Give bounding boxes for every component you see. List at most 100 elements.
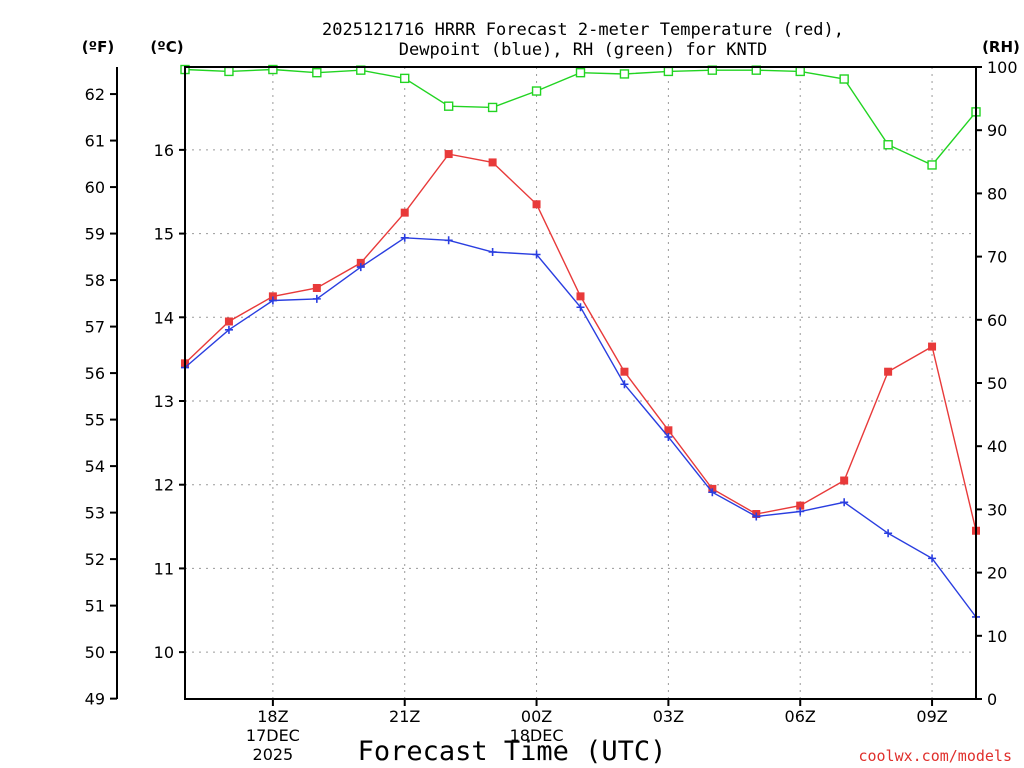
celsius-tick-label: 13	[154, 392, 174, 411]
x-tick-label: 00Z	[521, 707, 552, 726]
rh-tick-label: 100	[987, 58, 1018, 77]
x-tick-label: 06Z	[785, 707, 816, 726]
dewpoint-point	[532, 250, 541, 259]
x-tick-label: 03Z	[653, 707, 684, 726]
rh-point	[619, 69, 630, 79]
x-tick-label: 21Z	[389, 707, 420, 726]
rh-tick-label: 50	[987, 374, 1007, 393]
temperature-point	[268, 292, 277, 301]
celsius-tick-label: 14	[154, 308, 174, 327]
rh-tick-label: 60	[987, 311, 1007, 330]
fahrenheit-unit-label: (ºF)	[82, 38, 114, 56]
temperature-point	[796, 501, 805, 510]
fahrenheit-tick-label: 55	[85, 411, 105, 430]
dewpoint-point	[400, 233, 409, 242]
chart-title-line-1: 2025121716 HRRR Forecast 2-meter Tempera…	[322, 20, 844, 40]
rh-line	[184, 68, 977, 166]
temperature-point	[532, 200, 541, 209]
data-series	[180, 64, 981, 621]
fahrenheit-tick-label: 49	[85, 690, 105, 709]
temperature-point	[840, 476, 849, 485]
x-tick-label: 18Z	[257, 707, 288, 726]
fahrenheit-tick-label: 53	[85, 504, 105, 523]
temperature-point	[884, 367, 893, 376]
rh-tick-label: 0	[987, 690, 997, 709]
temperature-point	[444, 150, 453, 159]
rh-point	[268, 64, 278, 75]
temperature-point	[400, 208, 409, 217]
fahrenheit-tick-label: 51	[85, 597, 105, 616]
dewpoint-point	[488, 247, 497, 256]
dewpoint-point	[840, 498, 849, 507]
rh-tick-label: 80	[987, 184, 1007, 203]
rh-point	[883, 140, 893, 150]
dewpoint-point	[224, 325, 233, 334]
celsius-unit-label: (ºC)	[150, 38, 183, 56]
rh-point	[312, 67, 322, 78]
temperature-point	[356, 258, 365, 267]
x-tick-label: 18DEC	[510, 726, 564, 745]
celsius-tick-label: 12	[154, 476, 174, 495]
chart-title-line-2: Dewpoint (blue), RH (green) for KNTD	[399, 40, 767, 60]
fahrenheit-tick-label: 54	[85, 457, 105, 476]
celsius-tick-label: 15	[154, 225, 174, 244]
dewpoint-point	[928, 554, 937, 563]
dewpoint-point	[444, 236, 453, 245]
fahrenheit-tick-label: 60	[85, 178, 105, 197]
temperature-point	[312, 283, 321, 292]
rh-point	[224, 66, 234, 77]
rh-point	[839, 74, 849, 84]
celsius-tick-label: 10	[154, 643, 174, 662]
rh-point	[663, 66, 674, 77]
fahrenheit-tick-label: 52	[85, 550, 105, 569]
dewpoint-point	[576, 303, 585, 312]
credit-text: coolwx.com/models	[858, 747, 1012, 765]
rh-point	[575, 67, 586, 78]
rh-point	[487, 102, 498, 113]
dewpoint-point	[708, 488, 717, 497]
temperature-point	[224, 317, 233, 326]
rh-point	[927, 160, 937, 170]
rh-tick-label: 40	[987, 437, 1007, 456]
dewpoint-point	[268, 296, 277, 305]
rh-point	[443, 101, 454, 111]
rh-unit-label: (RH)	[982, 38, 1020, 56]
temperature-point	[576, 292, 585, 301]
dewpoint-point	[752, 512, 761, 521]
x-tick-label: 17DEC	[246, 726, 300, 745]
fahrenheit-tick-label: 50	[85, 643, 105, 662]
rh-tick-label: 10	[987, 627, 1007, 646]
rh-tick-label: 90	[987, 121, 1007, 140]
temperature-line	[184, 153, 977, 531]
axes: 49 50 51 52 53 54 55 56 57 58 59 60 61 62 10 11 12 13 14 15…	[85, 58, 1018, 764]
celsius-tick-label: 11	[154, 559, 174, 578]
dewpoint-point	[620, 380, 629, 389]
temperature-point	[620, 367, 629, 376]
dewpoint-point	[356, 263, 365, 272]
fahrenheit-tick-label: 61	[85, 132, 105, 151]
fahrenheit-tick-label: 57	[85, 318, 105, 337]
x-axis-title: Forecast Time (UTC)	[358, 736, 667, 767]
rh-point	[531, 86, 542, 96]
rh-tick-label: 70	[987, 248, 1007, 267]
rh-tick-label: 30	[987, 500, 1007, 519]
fahrenheit-tick-label: 59	[85, 225, 105, 244]
rh-tick-label: 20	[987, 564, 1007, 583]
dewpoint-point	[664, 432, 673, 441]
dewpoint-point	[312, 294, 321, 303]
x-tick-label: 09Z	[916, 707, 947, 726]
grid-lines	[185, 67, 976, 699]
x-tick-label: 2025	[253, 745, 294, 764]
fahrenheit-tick-label: 56	[85, 364, 105, 383]
rh-point	[795, 66, 805, 77]
temperature-point	[488, 158, 497, 167]
fahrenheit-tick-label: 58	[85, 271, 105, 290]
temperature-point	[664, 426, 673, 435]
fahrenheit-tick-label: 62	[85, 85, 105, 104]
temperature-point	[928, 342, 937, 351]
plot-frame	[184, 66, 977, 700]
celsius-tick-label: 16	[154, 141, 174, 160]
dewpoint-point	[884, 529, 893, 538]
dewpoint-point	[796, 507, 805, 516]
